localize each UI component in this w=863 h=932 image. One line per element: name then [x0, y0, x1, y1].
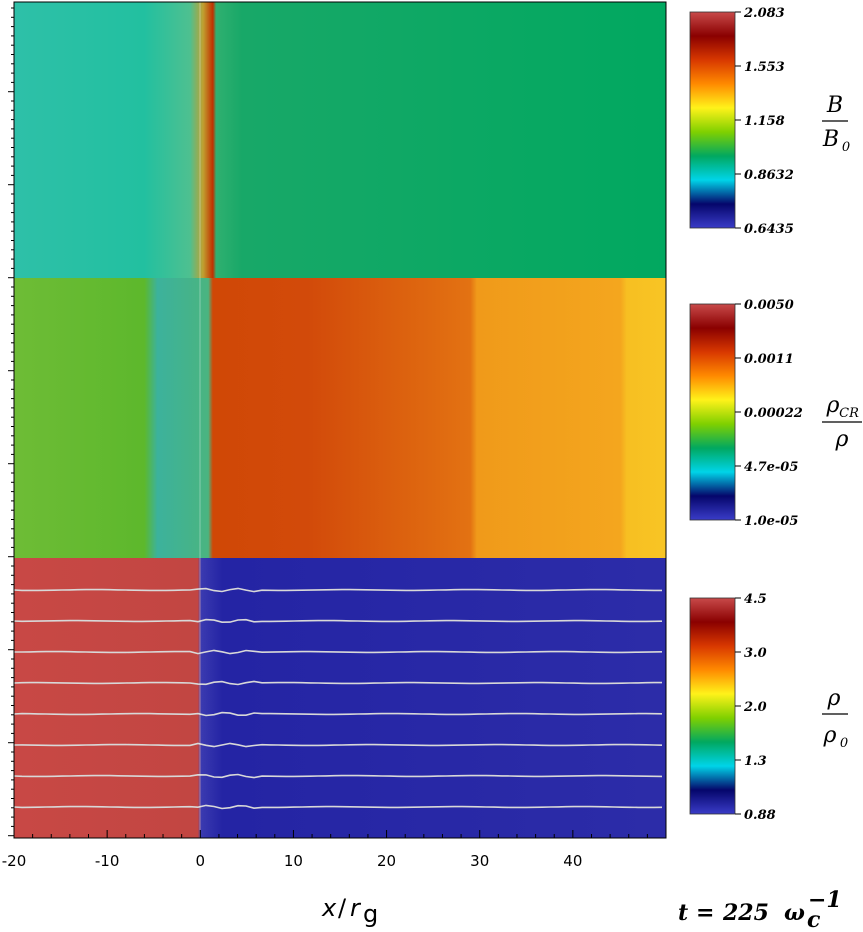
- x-tick-label: 40: [563, 852, 582, 870]
- field-line: [13, 804, 663, 810]
- colorbar-tick-label: 0.00022: [744, 406, 803, 421]
- x-label-sub: g: [363, 900, 378, 928]
- plot-area: [13, 1, 667, 839]
- x-axis: -20 -10 0 10 20 30 40: [2, 830, 667, 870]
- x-tick-label: 10: [284, 852, 303, 870]
- x-axis-label: x / r g: [321, 894, 378, 928]
- quantity-label-rho: ρ ρ 0: [822, 686, 848, 751]
- colorbar-tick-label: 1.158: [744, 114, 785, 129]
- colorbar-cosmic-ray-density: 0.0050 0.0011 0.00022 4.7e-05 1.0e-05: [689, 298, 803, 529]
- label-rho-num: ρ: [827, 686, 841, 711]
- field-line: [13, 773, 663, 779]
- label-rho-den-sub: 0: [840, 736, 848, 751]
- colorbar-tick-label: 1.553: [744, 60, 785, 75]
- colorbar-tick-label: 0.6435: [744, 222, 794, 237]
- label-rho-den: ρ: [823, 723, 837, 748]
- colorbar-tick-label: 4.7e-05: [744, 460, 798, 475]
- colorbar-magnetic-field: 2.083 1.553 1.158 0.8632 0.6435: [689, 6, 794, 237]
- colorbar-tick-label: 0.0050: [744, 298, 794, 313]
- label-cr-num-sub: CR: [839, 406, 859, 421]
- x-label-main: x: [321, 894, 337, 922]
- colorbar-tick-label: 1.0e-05: [744, 514, 798, 529]
- time-unit: ω: [784, 900, 805, 926]
- x-tick-label: 30: [470, 852, 489, 870]
- colorbar-tick-label: 0.8632: [744, 168, 794, 183]
- y-axis: [8, 7, 14, 837]
- field-line: [13, 711, 663, 717]
- time-label: t = 225 ω c −1: [678, 887, 842, 932]
- colorbar-scale: [689, 303, 736, 521]
- x-tick-label: 0: [196, 852, 206, 870]
- x-tick-label: 20: [377, 852, 396, 870]
- gas-density-panel: [14, 558, 666, 838]
- label-b-num: B: [826, 93, 843, 118]
- time-unit-sub: c: [807, 907, 821, 932]
- label-b-den: B: [822, 127, 839, 152]
- colorbar-tick-label: 4.5: [744, 592, 767, 607]
- colorbar-tick-label: 2.0: [743, 700, 767, 715]
- cosmic-ray-panel: [14, 278, 666, 558]
- x-tick-label: -20: [2, 852, 27, 870]
- field-lines: [13, 587, 663, 810]
- field-line: [13, 587, 662, 593]
- field-line: [13, 618, 663, 624]
- time-value: 225: [722, 900, 769, 926]
- x-tick-label: -10: [95, 852, 120, 870]
- colorbar-scale: [689, 597, 736, 815]
- label-b-den-sub: 0: [842, 140, 850, 155]
- quantity-label-cr: ρ CR ρ: [822, 393, 862, 452]
- colorbar-tick-label: 0.88: [744, 808, 776, 823]
- field-line: [14, 649, 663, 655]
- colorbar-tick-label: 0.0011: [744, 352, 794, 367]
- colorbar-tick-label: 3.0: [744, 646, 767, 661]
- time-t: t: [678, 900, 688, 926]
- plot-frame: [13, 1, 667, 839]
- colorbar-tick-label: 1.3: [744, 754, 767, 769]
- colorbar-gas-density: 4.5 3.0 2.0 1.3 0.88: [689, 592, 776, 823]
- label-cr-den: ρ: [835, 427, 849, 452]
- colorbars: 2.0831.5531.1580.86320.64350.00500.00110…: [689, 6, 803, 823]
- x-label-slash: /: [338, 894, 347, 922]
- time-unit-sup: −1: [808, 887, 842, 913]
- colorbar-tick-label: 2.083: [743, 6, 785, 21]
- time-equals: =: [696, 900, 714, 926]
- field-line: [13, 680, 662, 686]
- field-line: [13, 742, 663, 748]
- quantity-label-b: B B 0: [822, 93, 850, 155]
- x-label-r: r: [350, 894, 362, 922]
- colorbar-scale: [689, 11, 736, 229]
- magnetic-field-panel: [14, 2, 666, 278]
- label-cr-num: ρ: [826, 393, 840, 418]
